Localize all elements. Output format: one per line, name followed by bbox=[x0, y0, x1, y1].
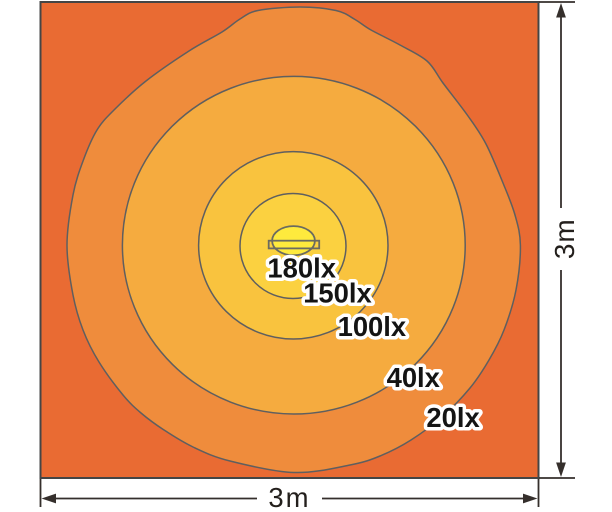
svg-text:3m: 3m bbox=[549, 218, 580, 259]
svg-text:40lx: 40lx bbox=[387, 362, 441, 393]
svg-text:3m: 3m bbox=[268, 482, 310, 512]
svg-text:100lx: 100lx bbox=[338, 311, 407, 342]
svg-text:180lx: 180lx bbox=[267, 252, 336, 283]
svg-text:20lx: 20lx bbox=[426, 402, 480, 433]
svg-text:150lx: 150lx bbox=[303, 278, 372, 309]
